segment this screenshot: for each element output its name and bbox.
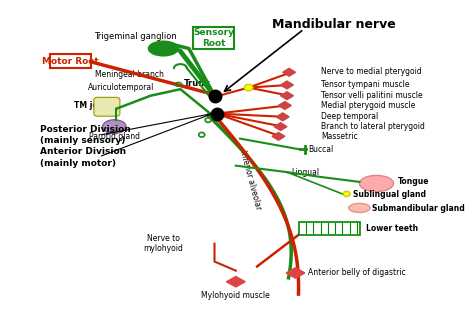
Text: Posterior Division
(mainly sensory): Posterior Division (mainly sensory) [40,125,130,145]
Polygon shape [227,277,245,287]
Polygon shape [276,113,289,121]
Text: Motor Root: Motor Root [42,57,99,66]
Text: Medial pterygoid muscle: Medial pterygoid muscle [321,101,415,110]
Ellipse shape [148,41,178,56]
FancyBboxPatch shape [94,97,120,116]
Text: Branch to lateral pterygoid: Branch to lateral pterygoid [321,122,425,131]
Ellipse shape [359,175,393,192]
Text: Tensor velli palitini muscle: Tensor velli palitini muscle [321,91,423,100]
Text: Inferior alveolar: Inferior alveolar [238,150,263,211]
FancyBboxPatch shape [299,222,360,235]
Circle shape [244,84,253,91]
Polygon shape [281,81,293,89]
Text: Deep temporal: Deep temporal [321,113,378,121]
Ellipse shape [349,203,370,213]
Text: Mylohyoid muscle: Mylohyoid muscle [201,291,270,300]
Polygon shape [274,123,287,131]
Polygon shape [286,268,305,278]
Text: Trigeminal ganglion: Trigeminal ganglion [94,32,177,41]
Text: Auriculotemporal: Auriculotemporal [88,83,154,92]
Text: Sublingual gland: Sublingual gland [353,190,426,199]
Text: Trunk: Trunk [184,79,211,88]
Text: Nerve to
mylohyoid: Nerve to mylohyoid [144,234,183,253]
Polygon shape [272,133,285,140]
Polygon shape [281,92,293,100]
Text: Tensor tympani muscle: Tensor tympani muscle [321,80,410,89]
Text: Anterior Division
(mainly motor): Anterior Division (mainly motor) [40,148,126,168]
Polygon shape [278,102,291,109]
Text: Nerve to medial pterygoid: Nerve to medial pterygoid [321,67,422,76]
Text: Anterior belly of digastric: Anterior belly of digastric [308,268,406,277]
Text: Lower teeth: Lower teeth [366,224,418,233]
Ellipse shape [102,120,126,133]
Text: Mandibular nerve: Mandibular nerve [272,18,396,31]
Text: Buccal: Buccal [308,145,334,154]
Text: Parotid gland: Parotid gland [89,132,140,141]
Text: Submandibular gland: Submandibular gland [372,204,465,214]
FancyBboxPatch shape [50,54,91,68]
Text: Meningeal branch: Meningeal branch [95,70,164,79]
Text: Lingual: Lingual [291,168,319,177]
Text: Massetric: Massetric [321,132,358,141]
Text: Tongue: Tongue [398,177,429,186]
Text: TM joint: TM joint [74,101,109,110]
Circle shape [343,191,350,196]
FancyBboxPatch shape [193,28,234,49]
Text: Sensory
Root: Sensory Root [193,28,234,48]
Polygon shape [283,68,295,76]
